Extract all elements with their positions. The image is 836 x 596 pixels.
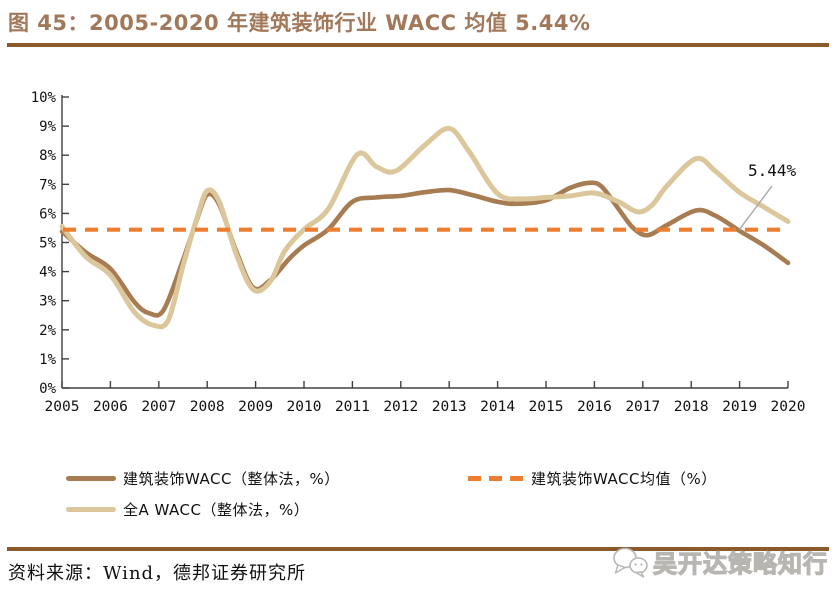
y-tick-label: 7% xyxy=(39,177,56,193)
watermark-text: 吴开达策略知行 xyxy=(652,549,828,578)
y-tick-label: 4% xyxy=(39,265,56,281)
x-tick-label: 2012 xyxy=(383,399,418,415)
annotation-leader-line xyxy=(738,185,773,231)
x-tick-label: 2008 xyxy=(190,399,225,415)
x-tick-label: 2020 xyxy=(771,399,806,415)
x-tick-label: 2007 xyxy=(141,399,176,415)
footer-divider xyxy=(7,547,829,551)
source-text: 资料来源：Wind，德邦证券研究所 xyxy=(8,563,307,584)
x-tick-label: 2009 xyxy=(238,399,273,415)
industry-wacc-line-swatch xyxy=(66,476,116,481)
x-tick-label: 2014 xyxy=(480,399,515,415)
legend-item-all-a-wacc: 全A WACC（整体法，%） xyxy=(66,499,340,520)
y-tick-label: 0% xyxy=(39,381,56,397)
y-tick-label: 5% xyxy=(39,236,56,252)
x-tick-label: 2018 xyxy=(674,399,709,415)
x-tick-label: 2016 xyxy=(577,399,612,415)
figure-title: 图 45：2005-2020 年建筑装饰行业 WACC 均值 5.44% xyxy=(8,11,591,35)
y-tick-label: 9% xyxy=(39,119,56,135)
mean-annotation-label: 5.44% xyxy=(748,161,797,180)
watermark: 吴开达策略知行 xyxy=(612,544,828,579)
x-tick-label: 2013 xyxy=(432,399,467,415)
legend-right-column: 建筑装饰WACC均值（%） xyxy=(468,468,717,489)
title-divider xyxy=(7,43,829,47)
legend-label-all-a-wacc: 全A WACC（整体法，%） xyxy=(123,501,310,519)
all-a-wacc-line-swatch xyxy=(66,507,116,512)
mean-wacc-dashed-swatch xyxy=(468,476,524,481)
y-tick-label: 3% xyxy=(39,294,56,310)
legend-label-mean-wacc: 建筑装饰WACC均值（%） xyxy=(531,470,717,488)
chat-bubbles-icon xyxy=(613,547,648,578)
y-tick-label: 2% xyxy=(39,323,56,339)
legend-label-industry-wacc: 建筑装饰WACC（整体法，%） xyxy=(123,470,340,488)
x-tick-label: 2019 xyxy=(722,399,757,415)
all-a-wacc-line xyxy=(59,125,791,330)
x-tick-label: 2006 xyxy=(93,399,128,415)
x-tick-label: 2011 xyxy=(335,399,370,415)
x-tick-label: 2017 xyxy=(625,399,660,415)
y-tick-label: 1% xyxy=(39,352,56,368)
x-tick-label: 2005 xyxy=(45,399,80,415)
legend-left-column: 建筑装饰WACC（整体法，%） 全A WACC（整体法，%） xyxy=(66,468,340,520)
y-tick-label: 6% xyxy=(39,206,56,222)
y-tick-label: 8% xyxy=(39,148,56,164)
x-tick-label: 2015 xyxy=(529,399,564,415)
legend-item-mean-wacc: 建筑装饰WACC均值（%） xyxy=(468,468,717,489)
y-tick-label: 10% xyxy=(31,90,57,106)
industry-wacc-line xyxy=(59,180,791,318)
x-tick-label: 2010 xyxy=(287,399,322,415)
legend-item-industry-wacc: 建筑装饰WACC（整体法，%） xyxy=(66,468,340,489)
